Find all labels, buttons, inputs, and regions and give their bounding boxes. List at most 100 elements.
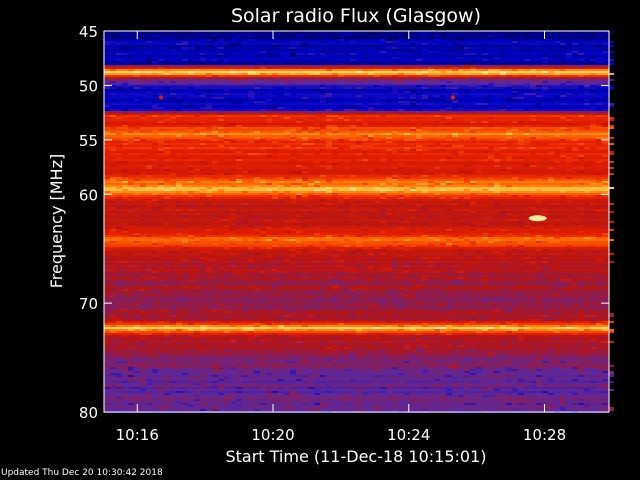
heatmap-cell: [512, 301, 518, 303]
heatmap-cell: [116, 117, 122, 119]
heatmap-cell: [548, 287, 554, 289]
heatmap-cell: [362, 285, 368, 287]
heatmap-cell: [494, 127, 500, 129]
heatmap-cell: [110, 383, 116, 385]
heatmap-cell: [518, 383, 524, 385]
heatmap-cell: [548, 75, 554, 77]
heatmap-cell: [122, 113, 128, 115]
heatmap-cell: [386, 361, 392, 363]
heatmap-cell: [182, 373, 188, 375]
chart-title: Solar radio Flux (Glasgow): [231, 5, 481, 27]
heatmap-cell: [182, 199, 188, 201]
heatmap-cell: [392, 41, 398, 43]
heatmap-cell: [554, 229, 560, 231]
heatmap-cell: [212, 125, 218, 127]
heatmap-cell: [380, 195, 386, 197]
heatmap-cell: [242, 121, 248, 123]
heatmap-cell: [446, 305, 452, 307]
heatmap-cell: [446, 231, 452, 233]
heatmap-cell: [260, 373, 266, 375]
heatmap-cell: [536, 307, 542, 309]
heatmap-cell: [122, 125, 128, 127]
heatmap-cell: [590, 339, 596, 341]
heatmap-cell: [344, 303, 350, 305]
heatmap-cell: [464, 73, 470, 75]
heatmap-cell: [446, 307, 452, 309]
heatmap-cell: [494, 407, 500, 409]
heatmap-cell: [320, 375, 326, 377]
heatmap-cell: [248, 171, 254, 173]
heatmap-cell: [296, 241, 302, 243]
heatmap-cell: [404, 133, 410, 135]
heatmap-cell: [512, 33, 518, 35]
heatmap-cell: [560, 173, 566, 175]
heatmap-cell: [362, 79, 368, 81]
heatmap-cell: [338, 301, 344, 303]
heatmap-cell: [440, 331, 446, 333]
heatmap-cell: [212, 183, 218, 185]
heatmap-cell: [218, 31, 224, 33]
heatmap-cell: [422, 409, 428, 411]
heatmap-cell: [380, 263, 386, 265]
heatmap-row: [104, 99, 609, 101]
heatmap-cell: [320, 403, 326, 405]
heatmap-cell: [170, 99, 176, 101]
heatmap-cell: [230, 141, 236, 143]
heatmap-cell: [224, 353, 230, 355]
heatmap-area: [104, 31, 614, 413]
heatmap-cell: [104, 131, 110, 133]
heatmap-cell: [278, 181, 284, 183]
heatmap-cell: [362, 277, 368, 279]
heatmap-cell: [188, 321, 194, 323]
heatmap-cell: [254, 233, 260, 235]
heatmap-cell: [272, 225, 278, 227]
heatmap-cell: [464, 35, 470, 37]
heatmap-cell: [230, 265, 236, 267]
heatmap-cell: [158, 185, 164, 187]
heatmap-cell: [176, 43, 182, 45]
heatmap-cell: [164, 223, 170, 225]
heatmap-cell: [380, 303, 386, 305]
heatmap-cell: [164, 145, 170, 147]
heatmap-cell: [254, 143, 260, 145]
heatmap-cell: [266, 213, 272, 215]
heatmap-cell: [422, 207, 428, 209]
heatmap-cell: [200, 83, 206, 85]
heatmap-cell: [386, 121, 392, 123]
heatmap-cell: [560, 171, 566, 173]
heatmap-cell: [104, 329, 110, 331]
heatmap-cell: [266, 227, 272, 229]
heatmap-cell: [518, 139, 524, 141]
heatmap-cell: [320, 309, 326, 311]
heatmap-cell: [236, 273, 242, 275]
heatmap-cell: [374, 169, 380, 171]
heatmap-cell: [386, 303, 392, 305]
heatmap-cell: [458, 93, 464, 95]
heatmap-cell: [584, 351, 590, 353]
heatmap-cell: [296, 63, 302, 65]
heatmap-cell: [134, 263, 140, 265]
heatmap-cell: [272, 273, 278, 275]
heatmap-cell: [560, 155, 566, 157]
heatmap-cell: [572, 195, 578, 197]
heatmap-cell: [470, 349, 476, 351]
heatmap-cell: [260, 101, 266, 103]
heatmap-cell: [578, 81, 584, 83]
heatmap-cell: [512, 371, 518, 373]
heatmap-cell: [284, 47, 290, 49]
heatmap-cell: [152, 397, 158, 399]
heatmap-cell: [236, 391, 242, 393]
heatmap-row: [104, 199, 609, 201]
heatmap-cell: [518, 339, 524, 341]
heatmap-cell: [458, 91, 464, 93]
heatmap-cell: [314, 393, 320, 395]
heatmap-cell: [158, 343, 164, 345]
heatmap-row: [104, 239, 609, 241]
heatmap-cell: [212, 333, 218, 335]
heatmap-cell: [230, 263, 236, 265]
heatmap-cell: [152, 259, 158, 261]
heatmap-cell: [392, 183, 398, 185]
heatmap-cell: [398, 73, 404, 75]
heatmap-cell: [200, 53, 206, 55]
heatmap-cell: [578, 345, 584, 347]
